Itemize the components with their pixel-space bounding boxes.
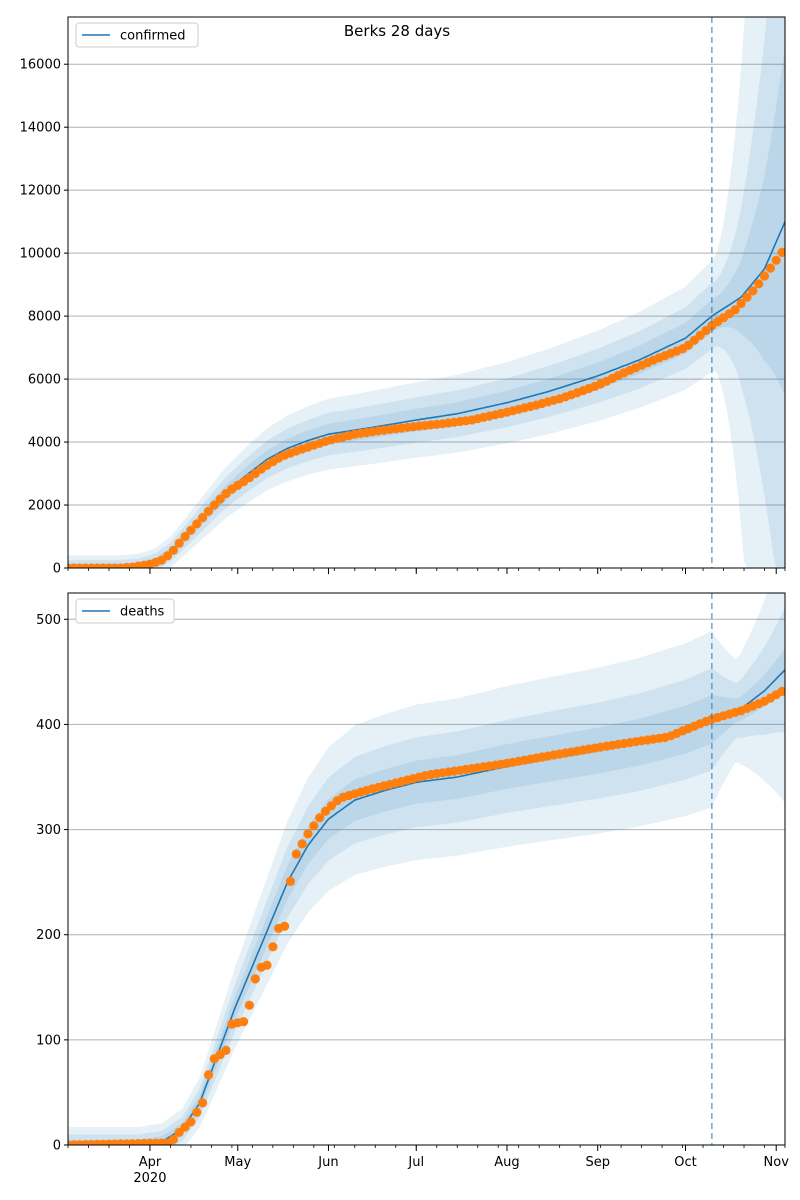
- y-tick-label: 300: [36, 823, 61, 838]
- axes-frame: [67, 592, 786, 1146]
- observed-point: [192, 519, 202, 529]
- x-tick-label: Oct: [674, 1155, 696, 1170]
- observed-point: [297, 839, 307, 849]
- observed-point: [730, 305, 740, 315]
- observed-point: [186, 1117, 196, 1127]
- observed-point: [285, 876, 295, 887]
- confirmed-panel: 0 2000 4000 6000 8000 10000 12000 14000 16000 con…: [20, 16, 786, 577]
- y-tick-label: 0: [53, 1139, 61, 1154]
- observed-point: [192, 1107, 202, 1117]
- x-tick-label: Nov: [764, 1155, 790, 1170]
- observed-point: [168, 1134, 178, 1144]
- y-tick-label: 12000: [20, 184, 61, 199]
- y-tick-label: 8000: [28, 310, 61, 325]
- legend-label: deaths: [120, 605, 165, 620]
- observed-point: [748, 286, 758, 296]
- observed-point: [203, 506, 214, 516]
- observed-point: [268, 942, 278, 952]
- observed-point: [162, 551, 173, 561]
- x-tick-label: Jul: [407, 1155, 424, 1170]
- observed-point: [262, 960, 272, 970]
- observed-point: [250, 974, 260, 984]
- y-tick-label: 10000: [20, 247, 61, 262]
- observed-point: [215, 494, 225, 504]
- observed-point: [771, 255, 781, 265]
- observed-point: [174, 538, 184, 548]
- observed-point: [754, 279, 764, 289]
- observed-point: [291, 849, 301, 859]
- observed-point: [203, 1070, 214, 1080]
- y-tick-label: 14000: [20, 121, 61, 136]
- legend: deaths: [75, 598, 175, 624]
- axes-frame: [67, 16, 786, 569]
- y-tick-label: 4000: [28, 436, 61, 451]
- x-tick-label: Sep: [585, 1155, 610, 1170]
- observed-point: [742, 292, 752, 302]
- observed-point: [239, 1017, 249, 1027]
- x-tick-label: Aug: [494, 1155, 519, 1170]
- y-tick-label: 2000: [28, 499, 61, 514]
- observed-point: [180, 531, 190, 542]
- legend: confirmed: [75, 22, 199, 48]
- observed-point: [303, 829, 313, 839]
- x-tick-label: Apr: [139, 1155, 162, 1170]
- uncertainty-band: [68, 649, 785, 1145]
- y-tick-label: 16000: [20, 58, 61, 73]
- observed-point: [777, 686, 785, 696]
- observed-point: [198, 513, 208, 523]
- x-tick-label: Jun: [317, 1155, 338, 1170]
- observed-point: [174, 1127, 184, 1137]
- y-tick-label: 400: [36, 718, 61, 733]
- observed-point: [186, 525, 196, 535]
- figure-title: Berks 28 days: [344, 22, 450, 40]
- observed-point: [765, 263, 776, 273]
- observed-point: [736, 298, 746, 309]
- observed-point: [315, 813, 325, 823]
- observed-point: [777, 247, 785, 257]
- y-tick-label: 0: [53, 562, 61, 577]
- observed-point: [209, 500, 219, 510]
- observed-point: [168, 545, 178, 555]
- y-tick-label: 200: [36, 928, 61, 943]
- x-tick-sublabel: 2020: [133, 1171, 166, 1186]
- observed-point: [221, 1045, 231, 1055]
- observed-point: [309, 821, 319, 831]
- observed-point: [280, 921, 290, 931]
- observed-point: [320, 806, 331, 816]
- observed-point: [244, 1000, 254, 1010]
- x-tick-label: May: [224, 1155, 251, 1170]
- observed-point: [198, 1098, 208, 1108]
- y-tick-label: 500: [36, 613, 61, 628]
- y-tick-label: 6000: [28, 373, 61, 388]
- y-tick-label: 100: [36, 1033, 61, 1048]
- legend-label: confirmed: [120, 29, 186, 44]
- observed-point: [759, 271, 770, 281]
